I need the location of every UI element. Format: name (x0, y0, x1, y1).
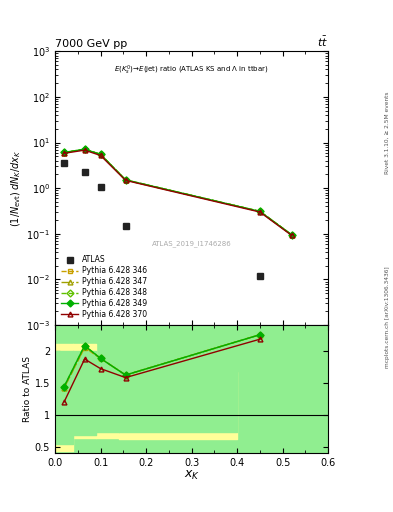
Text: ATLAS_2019_I1746286: ATLAS_2019_I1746286 (152, 240, 231, 247)
Y-axis label: $(1/N_\mathrm{evt})\,dN_K/dx_K$: $(1/N_\mathrm{evt})\,dN_K/dx_K$ (10, 150, 24, 227)
Text: mcplots.cern.ch [arXiv:1306.3436]: mcplots.cern.ch [arXiv:1306.3436] (385, 267, 389, 368)
Text: $t\bar{t}$: $t\bar{t}$ (317, 34, 328, 49)
Y-axis label: Ratio to ATLAS: Ratio to ATLAS (23, 356, 32, 422)
Text: 7000 GeV pp: 7000 GeV pp (55, 38, 127, 49)
Legend: ATLAS, Pythia 6.428 346, Pythia 6.428 347, Pythia 6.428 348, Pythia 6.428 349, P: ATLAS, Pythia 6.428 346, Pythia 6.428 34… (59, 253, 149, 322)
X-axis label: $x_K$: $x_K$ (184, 470, 200, 482)
Text: $E(K^0_s)\!\to\!E(\mathrm{jet})$ ratio (ATLAS KS and $\Lambda$ in ttbar): $E(K^0_s)\!\to\!E(\mathrm{jet})$ ratio (… (114, 63, 269, 77)
Text: Rivet 3.1.10, ≥ 2.5M events: Rivet 3.1.10, ≥ 2.5M events (385, 92, 389, 175)
